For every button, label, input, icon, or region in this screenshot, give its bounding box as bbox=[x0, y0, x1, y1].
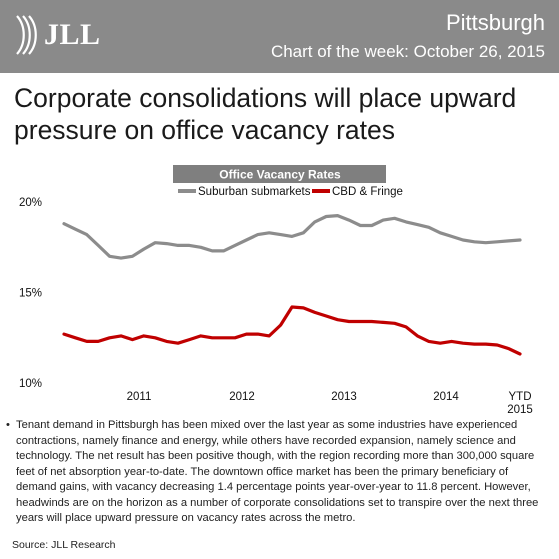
chart-of-week-date: Chart of the week: October 26, 2015 bbox=[270, 42, 545, 61]
chart-title-bar bbox=[173, 165, 386, 183]
commentary: • Tenant demand in Pittsburgh has been m… bbox=[6, 418, 550, 527]
x-tick-label: 2014 bbox=[433, 391, 459, 403]
legend-label-suburban: Suburban submarkets bbox=[198, 186, 311, 198]
x-tick-label: 2012 bbox=[229, 391, 255, 403]
brand-logo[interactable]: JLL bbox=[14, 14, 101, 56]
x-tick-label: 2011 bbox=[127, 391, 152, 403]
source-note: Source: JLL Research bbox=[12, 539, 116, 551]
legend-label-cbd: CBD & Fringe bbox=[332, 186, 403, 198]
y-axis-ticks: 20% 15% 10% bbox=[19, 197, 42, 390]
y-tick-label: 20% bbox=[19, 197, 42, 209]
vacancy-chart: Office Vacancy Rates Suburban submarkets… bbox=[19, 165, 533, 415]
brand-name: JLL bbox=[44, 18, 101, 51]
city-name: Pittsburgh bbox=[445, 10, 545, 35]
chart-title: Office Vacancy Rates bbox=[219, 168, 341, 182]
series-line-suburban bbox=[62, 213, 522, 260]
x-tick-label: YTD 2015 bbox=[507, 391, 533, 415]
y-tick-label: 10% bbox=[19, 378, 42, 390]
x-tick-label: 2013 bbox=[331, 391, 357, 403]
y-tick-label: 15% bbox=[19, 288, 42, 300]
x-axis-ticks: 2011 2012 2013 2014 YTD 2015 bbox=[127, 391, 533, 415]
commentary-text: Tenant demand in Pittsburgh has been mix… bbox=[16, 419, 539, 524]
page-headline: Corporate consolidations will place upwa… bbox=[14, 83, 517, 145]
header-bar: JLL Pittsburgh Chart of the week: Octobe… bbox=[0, 0, 559, 73]
series-line-cbd bbox=[62, 305, 522, 356]
bullet-marker: • bbox=[6, 419, 10, 431]
series-layer bbox=[62, 213, 522, 356]
jll-logo-icon bbox=[16, 15, 37, 55]
